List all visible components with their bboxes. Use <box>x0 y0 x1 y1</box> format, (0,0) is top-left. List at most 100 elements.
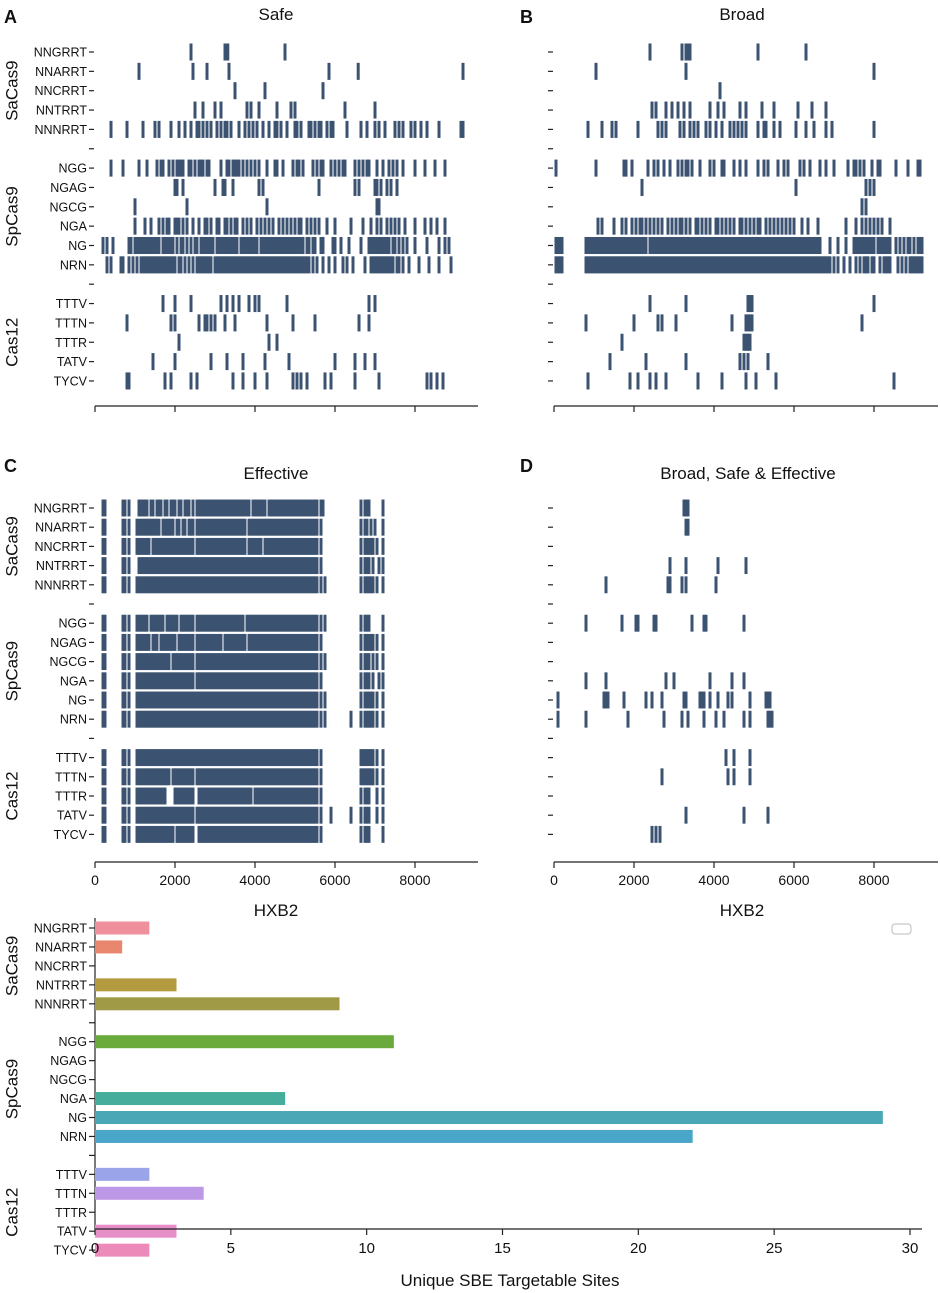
panel-c-event-mark <box>225 576 229 594</box>
panel-c-event-mark <box>235 672 239 690</box>
panel-c-event-mark <box>363 499 367 517</box>
panel-c-event-mark <box>149 672 153 690</box>
panel-a-event-mark <box>255 120 259 138</box>
panel-c-event-mark <box>225 614 229 632</box>
panel-a-event-mark <box>356 62 360 80</box>
panel-b-event-mark <box>920 236 924 255</box>
panel-c-event-mark <box>305 499 309 517</box>
panel-b-event-mark <box>696 120 700 138</box>
panel-b-event-mark <box>738 256 742 274</box>
panel-c-event-mark <box>175 614 179 632</box>
panel-b-event-mark <box>750 236 754 255</box>
panel-b-event-mark <box>798 256 802 274</box>
panel-c-event-mark <box>295 806 299 824</box>
panel-c-event-mark <box>363 749 367 767</box>
panel-c-event-mark <box>189 749 193 767</box>
panel-c-event-mark <box>207 614 211 632</box>
panel-c-event-mark <box>217 557 221 575</box>
panel-b-letter: B <box>520 7 533 27</box>
panel-c-event-mark <box>149 499 153 517</box>
panel-c-event-mark <box>239 499 243 517</box>
panel-a-row-label: TTTV <box>56 297 88 311</box>
panel-b-event-mark <box>716 256 720 274</box>
panel-b-event-mark <box>776 217 780 235</box>
panel-c-event-mark <box>189 806 193 824</box>
panel-c-event-mark <box>199 633 203 651</box>
panel-b-event-mark <box>786 256 790 274</box>
panel-c-event-mark <box>147 557 151 575</box>
panel-c-event-mark <box>163 768 167 786</box>
panel-c-event-mark <box>141 518 145 536</box>
panel-c-event-mark <box>245 710 249 728</box>
panel-c-event-mark <box>175 557 179 575</box>
panel-d-event-mark <box>748 710 752 728</box>
panel-b-event-mark <box>798 236 802 255</box>
panel-a-row-label: TATV <box>57 355 88 369</box>
panel-c-event-mark <box>153 653 157 671</box>
panel-c-event-mark <box>359 806 363 824</box>
panel-a-event-mark <box>195 120 199 138</box>
panel-c-event-mark <box>199 768 203 786</box>
panel-a-event-mark <box>231 178 235 196</box>
panel-c-event-mark <box>235 633 239 651</box>
panel-a-event-mark <box>427 256 431 274</box>
panel-d-event-mark <box>658 825 662 843</box>
panel-a-event-mark <box>201 159 205 177</box>
panel-c-event-mark <box>209 710 213 728</box>
panel-a-event-mark <box>267 333 271 351</box>
panel-b-event-mark <box>812 236 816 255</box>
panel-c-event-mark <box>319 787 323 805</box>
panel-b-event-mark <box>822 256 826 274</box>
panel-d-event-mark <box>662 710 666 728</box>
panel-c-event-mark <box>319 614 323 632</box>
panel-b-event-mark <box>640 178 644 196</box>
panel-c-event-mark <box>279 557 283 575</box>
panel-b-event-mark <box>674 236 678 255</box>
panel-b-event-mark <box>664 256 668 274</box>
panel-c-event-mark <box>363 806 367 824</box>
panel-c-event-mark <box>255 691 259 709</box>
panel-c-event-mark <box>309 691 313 709</box>
panel-c-event-mark <box>151 518 155 536</box>
panel-c-event-mark <box>187 614 191 632</box>
panel-c-event-mark <box>245 576 249 594</box>
panel-c-event-mark <box>101 537 105 555</box>
panel-c-event-mark <box>261 806 265 824</box>
panel-c-event-mark <box>187 499 191 517</box>
panel-b-event-mark <box>842 256 846 274</box>
panel-b-event-mark <box>826 256 830 274</box>
bar-nrn <box>95 1129 693 1143</box>
panel-c-event-mark <box>367 825 371 843</box>
panel-a-event-mark <box>227 236 231 255</box>
panel-c-event-mark <box>175 576 179 594</box>
panel-a-event-mark <box>143 256 147 274</box>
panel-c-event-mark <box>211 749 215 767</box>
panel-b-event-mark <box>862 256 866 274</box>
panel-c-event-mark <box>367 691 371 709</box>
panel-c-event-mark <box>371 633 375 651</box>
panel-b-event-mark <box>648 372 652 390</box>
panel-a-event-mark <box>195 256 199 274</box>
panel-c-event-mark <box>287 653 291 671</box>
panel-a-event-mark <box>275 333 279 351</box>
panel-c-event-mark <box>179 633 183 651</box>
panel-c-event-mark <box>223 787 227 805</box>
panel-b-event-mark <box>656 236 660 255</box>
panel-a-event-mark <box>181 178 185 196</box>
panel-c-event-mark <box>103 768 107 786</box>
panel-c-event-mark <box>137 576 141 594</box>
panel-c-event-mark <box>285 806 289 824</box>
panel-a-event-mark <box>161 217 165 235</box>
panel-b-event-mark <box>864 256 868 274</box>
panel-a-event-mark <box>255 217 259 235</box>
panel-c-event-mark <box>307 633 311 651</box>
panel-c-event-mark <box>291 653 295 671</box>
panel-c-event-mark <box>285 768 289 786</box>
panel-d-event-mark <box>684 518 688 536</box>
panel-c-event-mark <box>139 633 143 651</box>
panel-b-event-mark <box>824 256 828 274</box>
panel-a-event-mark <box>365 120 369 138</box>
panel-c-event-mark <box>287 518 291 536</box>
panel-c-event-mark <box>363 825 367 843</box>
panel-a-event-mark <box>165 217 169 235</box>
